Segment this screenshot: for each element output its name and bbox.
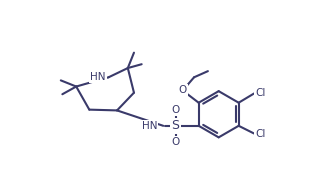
Text: Cl: Cl [255, 129, 265, 138]
Text: Cl: Cl [255, 89, 265, 98]
Text: O: O [171, 137, 180, 147]
Text: HN: HN [141, 121, 157, 131]
Text: S: S [171, 119, 180, 132]
Text: O: O [178, 85, 186, 95]
Text: O: O [171, 105, 180, 115]
Text: HN: HN [90, 72, 106, 82]
